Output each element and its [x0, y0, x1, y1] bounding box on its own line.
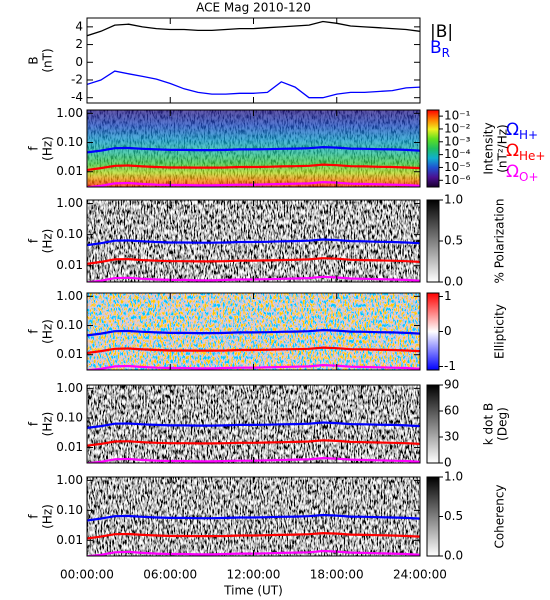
colorbar-label: k dot B: [482, 403, 496, 445]
y-tick-label: -4: [71, 90, 83, 104]
y-tick-label: -2: [71, 72, 83, 86]
y-tick-label: 0.01: [56, 440, 83, 454]
x-tick-label: 18:00:00: [310, 568, 364, 582]
colorbar: [426, 109, 440, 188]
y-tick-label: 1.00: [56, 196, 83, 210]
colorbar: [426, 384, 440, 464]
y-axis-label: f: [27, 238, 41, 243]
series-line: [87, 163, 420, 172]
y-tick-label: 2: [75, 37, 83, 51]
y-tick-label: 0.10: [56, 135, 83, 149]
y-axis-label: (nT): [41, 48, 55, 72]
colorbar-tick-label: -1: [444, 359, 456, 373]
colorbar-tick-label: 1: [444, 289, 452, 303]
legend-subscript: R: [442, 46, 450, 60]
colorbar-tick-label: 1.0: [444, 193, 463, 207]
legend-name: Ω: [506, 120, 519, 140]
y-axis-label: (Hz): [41, 136, 55, 161]
y-axis-label: B: [27, 56, 41, 64]
y-tick-label: 0: [75, 55, 83, 69]
legend-name: Ω: [506, 162, 519, 182]
colorbar-tick-label: 10⁻¹: [444, 109, 471, 123]
chart-title: ACE Mag 2010-120: [196, 1, 311, 15]
y-tick-label: 0.01: [56, 258, 83, 272]
x-axis-label: Time (UT): [223, 584, 283, 598]
y-tick-label: 0.10: [56, 503, 83, 517]
x-tick-label: 06:00:00: [143, 568, 197, 582]
legend-subscript: He+: [519, 149, 545, 163]
colorbar-tick-label: 1.0: [444, 470, 463, 484]
colorbar-tick-label: 10⁻⁴: [444, 147, 471, 161]
colorbar-tick-label: 10⁻⁵: [444, 160, 471, 174]
series-line: [87, 145, 420, 154]
colorbar-tick-label: 0: [444, 456, 452, 470]
y-axis-label: f: [27, 329, 41, 334]
colorbar-tick-label: 0.5: [444, 509, 463, 523]
colorbar-tick-label: 0.0: [444, 549, 463, 563]
y-tick-label: 0.01: [56, 533, 83, 547]
x-tick-label: 24:00:00: [393, 568, 447, 582]
x-tick-label: 12:00:00: [227, 568, 281, 582]
colorbar-tick-label: 60: [444, 404, 459, 418]
series-line: [87, 238, 420, 247]
colorbar-label: Coherency: [493, 484, 507, 548]
y-tick-label: 0.10: [56, 227, 83, 241]
series-line: [87, 257, 420, 265]
colorbar-label: Ellipticity: [493, 304, 507, 359]
series-line: [87, 531, 420, 540]
y-tick-label: 0.01: [56, 164, 83, 178]
colorbar-tick-label: 0: [444, 324, 452, 338]
y-axis-label: (Hz): [41, 412, 55, 437]
y-axis-label: (Hz): [41, 319, 55, 344]
y-tick-label: 1.00: [56, 473, 83, 487]
y-tick-label: 4: [75, 19, 83, 33]
legend-entry: BR: [430, 38, 450, 60]
legend-entry: ΩH+: [506, 120, 538, 142]
colorbar-tick-label: 10⁻³: [444, 134, 471, 148]
y-axis-label: f: [27, 421, 41, 426]
y-axis-label: (Hz): [41, 504, 55, 529]
legend-entry: ΩHe+: [506, 141, 545, 163]
y-tick-label: 0.10: [56, 410, 83, 424]
y-axis-label: f: [27, 146, 41, 151]
series-line: [87, 439, 420, 447]
colorbar: [426, 476, 440, 557]
colorbar-tick-label: 30: [444, 430, 459, 444]
series-line: [87, 513, 420, 522]
legend-name: Ω: [506, 141, 519, 161]
series-line: [87, 328, 420, 337]
y-tick-label: 1.00: [56, 106, 83, 120]
x-tick-label: 00:00:00: [60, 568, 114, 582]
legend-name: |B|: [430, 22, 453, 42]
colorbar-tick-label: 10⁻⁶: [444, 173, 471, 187]
legend-entry: ΩO+: [506, 162, 539, 184]
colorbar: [426, 199, 440, 283]
y-tick-label: 1.00: [56, 289, 83, 303]
plot-frame: [86, 17, 421, 104]
legend-entry: |B|: [430, 22, 453, 42]
y-tick-label: 0.01: [56, 347, 83, 361]
legend-subscript: H+: [519, 128, 538, 142]
series-line: [87, 421, 420, 429]
colorbar-tick-label: 10⁻²: [444, 121, 471, 135]
y-axis-label: (Hz): [41, 229, 55, 254]
colorbar-label: (Deg): [496, 407, 510, 441]
colorbar-label: Intensity: [482, 122, 496, 174]
y-tick-label: 1.00: [56, 381, 83, 395]
series-line: [87, 70, 420, 99]
legend-subscript: O+: [519, 170, 539, 184]
colorbar-tick-label: 90: [444, 378, 459, 392]
legend-name: B: [430, 38, 442, 58]
series-line: [87, 346, 420, 355]
y-axis-label: f: [27, 514, 41, 519]
colorbar-label: % Polarization: [493, 199, 507, 284]
series-line: [87, 20, 420, 37]
colorbar-label: (nT²/Hz): [496, 124, 510, 172]
y-tick-label: 0.10: [56, 318, 83, 332]
colorbar-tick-label: 0.5: [444, 234, 463, 248]
colorbar-tick-label: 0.0: [444, 275, 463, 289]
colorbar: [426, 292, 440, 371]
